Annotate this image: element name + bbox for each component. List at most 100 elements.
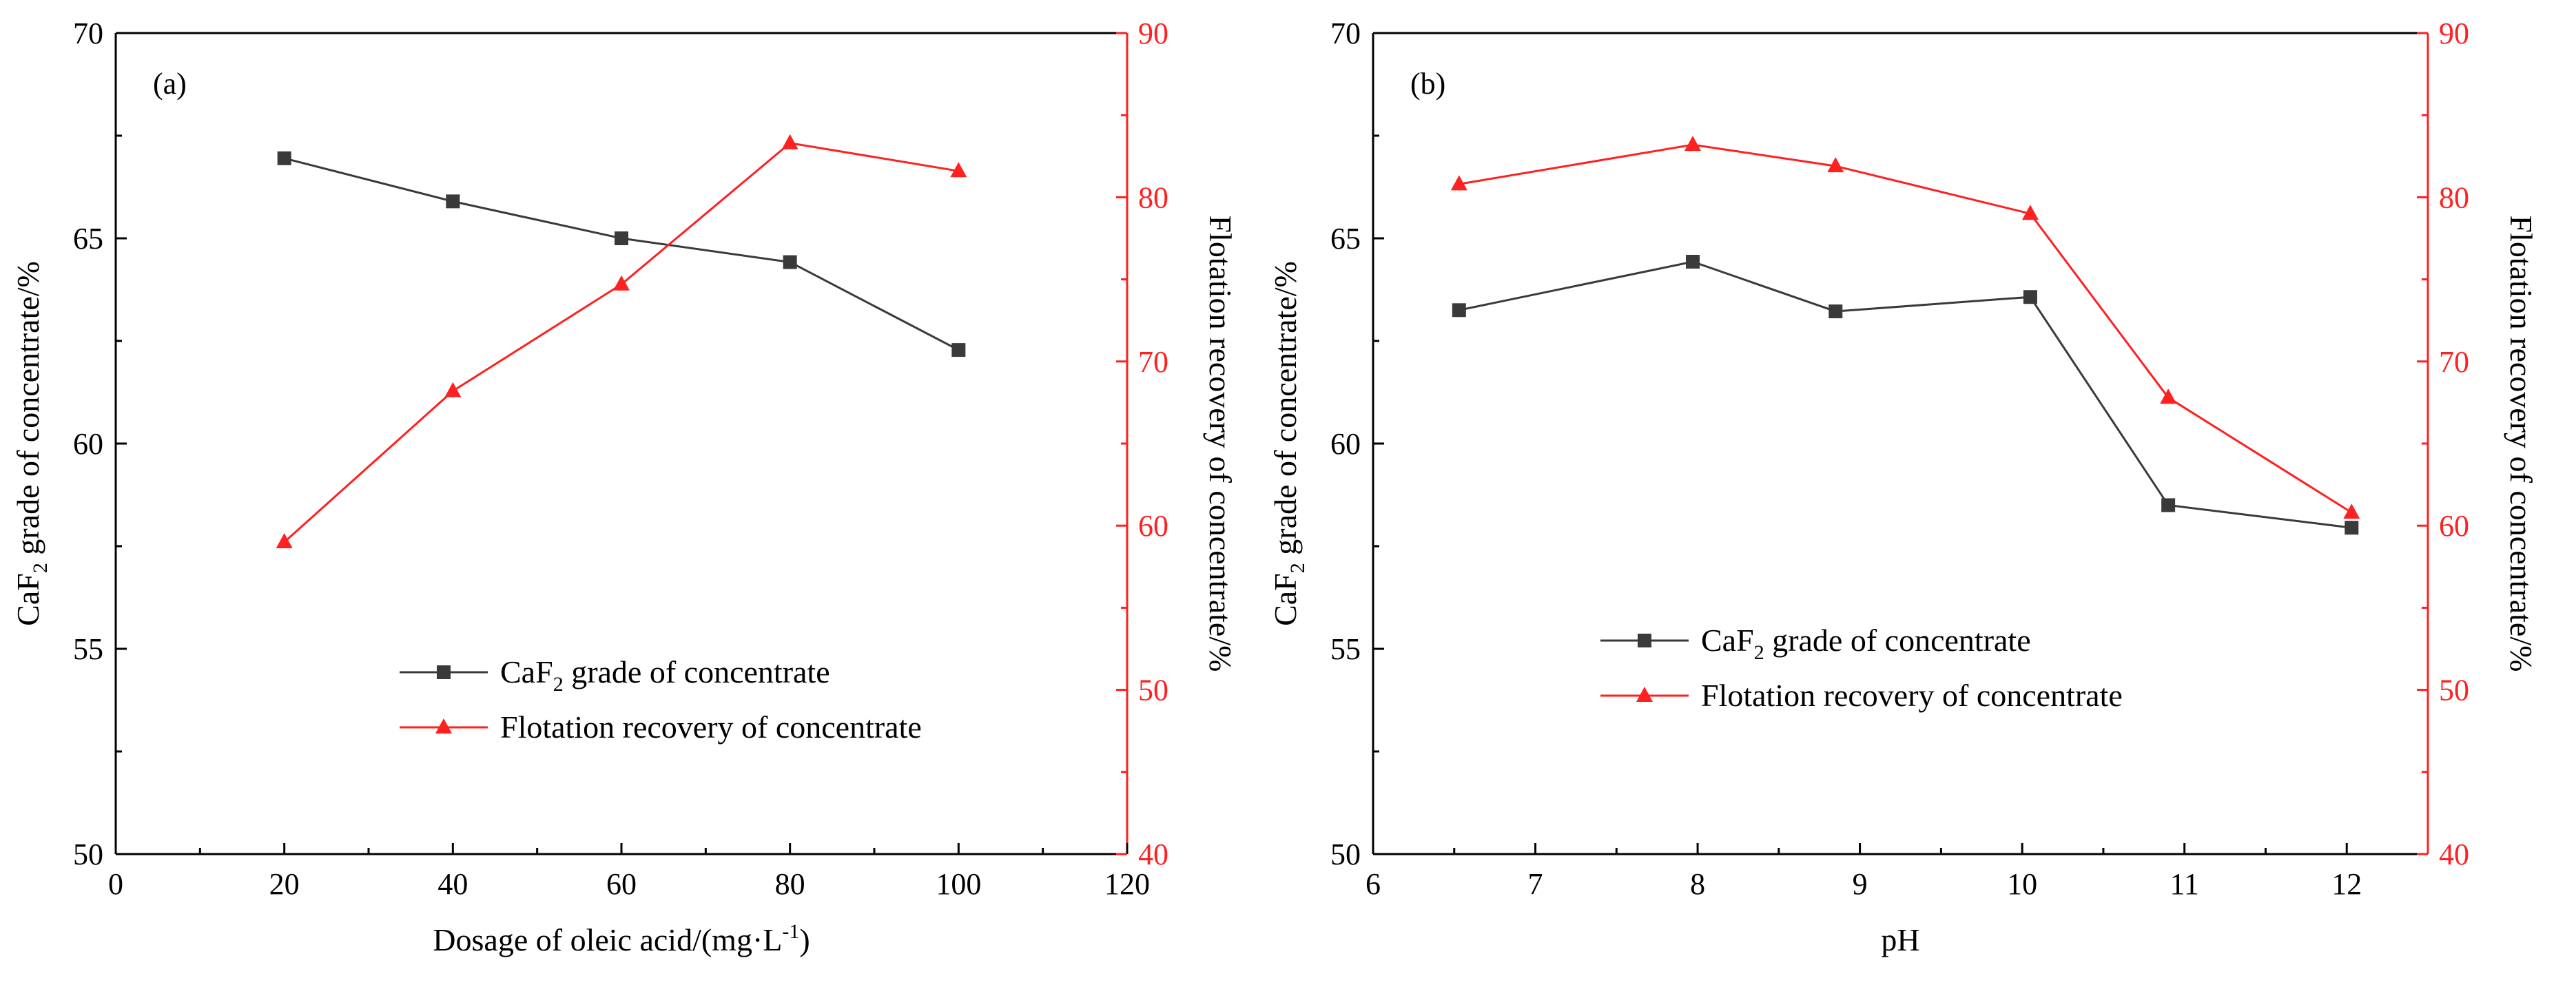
x-tick-label: 12 xyxy=(2331,867,2362,901)
legend-label: Flotation recovery of concentrate xyxy=(500,709,922,745)
recovery-series-line xyxy=(283,142,959,543)
left-y-axis-label: CaF2 grade of concentrate/% xyxy=(1268,261,1309,626)
grade-data-point xyxy=(2161,498,2176,512)
grade-data-point xyxy=(446,194,460,209)
legend-label-text: CaF xyxy=(500,654,553,689)
right-y-tick-label: 70 xyxy=(1138,345,1168,379)
legend-swatch-marker xyxy=(435,718,452,734)
legend-label-text-end: grade of concentrate xyxy=(1764,623,2031,658)
right-y-tick-label: 60 xyxy=(2439,509,2469,543)
x-axis-label-superscript: -1 xyxy=(782,920,799,943)
left-y-axis-label-text: CaF xyxy=(1268,573,1303,626)
legend-entry-recovery: Flotation recovery of concentrate xyxy=(1600,678,2123,713)
grade-data-point xyxy=(1828,304,1843,319)
grade-data-point xyxy=(615,231,628,245)
legend-entry-recovery: Flotation recovery of concentrate xyxy=(400,709,922,745)
legend-label-text: Flotation recovery of concentrate xyxy=(1701,678,2123,713)
x-axis-label: Dosage of oleic acid/(mg·L-1) xyxy=(433,920,810,957)
x-tick-label: 100 xyxy=(936,867,981,901)
x-axis-label-text: Dosage of oleic acid/(mg·L xyxy=(433,922,782,957)
legend-label-subscript: 2 xyxy=(553,673,564,696)
left-y-tick-label: 55 xyxy=(1330,632,1361,666)
recovery-data-point xyxy=(1450,175,1467,191)
left-y-axis-label-text: CaF xyxy=(10,573,45,626)
x-tick-label: 8 xyxy=(1690,867,1705,901)
x-axis-label-text: pH xyxy=(1881,922,1919,957)
legend-swatch-marker xyxy=(437,665,451,679)
x-tick-label: 60 xyxy=(606,867,637,901)
right-y-tick-label: 70 xyxy=(2439,345,2469,379)
left-y-axis-label-subscript: 2 xyxy=(1286,563,1309,573)
legend-label-text: CaF xyxy=(1701,623,1754,658)
legend-label: CaF2 grade of concentrate xyxy=(1701,623,2031,664)
x-tick-label: 0 xyxy=(108,867,123,901)
right-y-tick-label: 90 xyxy=(1138,17,1168,50)
left-y-tick-label: 70 xyxy=(73,17,103,50)
recovery-data-point xyxy=(276,533,293,549)
legend-label-text: Flotation recovery of concentrate xyxy=(500,709,922,745)
right-y-tick-label: 90 xyxy=(2439,17,2469,50)
grade-data-point xyxy=(277,151,291,165)
chart-panel-b: 6 7 8 9 10 11 12 50 55 60 65 70 40 50 60 70 80 90 (b) pH CaF… xyxy=(1268,17,2539,957)
right-y-tick-label: 50 xyxy=(2439,674,2469,707)
x-tick-label: 80 xyxy=(775,867,805,901)
recovery-series-line xyxy=(1459,143,2353,514)
panel-label: (b) xyxy=(1410,67,1445,101)
left-y-tick-label: 65 xyxy=(73,222,103,256)
right-y-tick-label: 50 xyxy=(1138,674,1168,707)
recovery-data-point xyxy=(2343,503,2360,519)
legend-entry-grade: CaF2 grade of concentrate xyxy=(1600,623,2031,664)
left-y-tick-label: 55 xyxy=(73,632,103,666)
legend-swatch-marker xyxy=(1636,687,1653,702)
grade-data-point xyxy=(951,343,966,357)
left-y-tick-label: 60 xyxy=(73,427,103,461)
grade-data-point xyxy=(1686,254,1700,269)
right-y-axis-label: Flotation recovery of concentrate/% xyxy=(1203,216,1238,672)
legend-entry-grade: CaF2 grade of concentrate xyxy=(400,654,830,696)
grade-data-point xyxy=(2023,290,2037,304)
legend-swatch-marker xyxy=(1638,634,1651,647)
recovery-data-point xyxy=(1827,157,1844,173)
recovery-data-point xyxy=(2021,205,2039,220)
legend-label-text-end: grade of concentrate xyxy=(564,654,830,689)
left-y-axis-label-text-end: grade of concentrate/% xyxy=(10,261,45,563)
right-y-tick-label: 60 xyxy=(1138,509,1168,543)
legend-label-subscript: 2 xyxy=(1754,641,1764,664)
right-y-tick-label: 80 xyxy=(1138,180,1168,214)
right-y-tick-label: 40 xyxy=(2439,838,2469,871)
x-tick-label: 10 xyxy=(2007,867,2037,901)
left-y-axis-label: CaF2 grade of concentrate/% xyxy=(10,261,52,626)
x-tick-label: 11 xyxy=(2170,867,2199,901)
left-y-tick-label: 50 xyxy=(1330,838,1361,871)
left-y-axis-label-text-end: grade of concentrate/% xyxy=(1268,261,1303,563)
legend-label: Flotation recovery of concentrate xyxy=(1701,678,2123,713)
recovery-data-point xyxy=(1684,136,1702,152)
recovery-data-point xyxy=(613,275,630,291)
recovery-data-point xyxy=(444,382,462,397)
legend-label: CaF2 grade of concentrate xyxy=(500,654,830,696)
x-tick-label: 40 xyxy=(437,867,468,901)
left-y-axis-label-subscript: 2 xyxy=(29,563,52,573)
right-y-tick-label: 80 xyxy=(2439,180,2469,214)
grade-data-point xyxy=(1452,303,1466,318)
chart-panel-a: 0 20 40 60 80 100 120 50 55 60 65 70 40 50 60 70 80 90 (a)… xyxy=(10,17,1238,957)
right-y-axis-label: Flotation recovery of concentrate/% xyxy=(2504,216,2539,672)
right-y-tick-label: 40 xyxy=(1138,838,1168,871)
x-axis-label-close: ) xyxy=(799,922,810,957)
x-tick-label: 7 xyxy=(1528,867,1543,901)
grade-series-line xyxy=(284,157,959,351)
x-tick-label: 20 xyxy=(269,867,300,901)
x-tick-label: 6 xyxy=(1366,867,1381,901)
left-y-tick-label: 50 xyxy=(73,838,103,871)
left-y-tick-label: 65 xyxy=(1330,222,1361,256)
grade-data-point xyxy=(783,255,797,269)
x-tick-label: 120 xyxy=(1104,867,1150,901)
grade-series-line xyxy=(1459,260,2352,529)
recovery-data-point xyxy=(781,134,798,149)
grade-data-point xyxy=(2345,521,2359,535)
left-y-tick-label: 60 xyxy=(1330,427,1361,461)
x-axis-label: pH xyxy=(1881,922,1919,957)
panel-label: (a) xyxy=(153,67,187,101)
recovery-data-point xyxy=(950,162,967,178)
